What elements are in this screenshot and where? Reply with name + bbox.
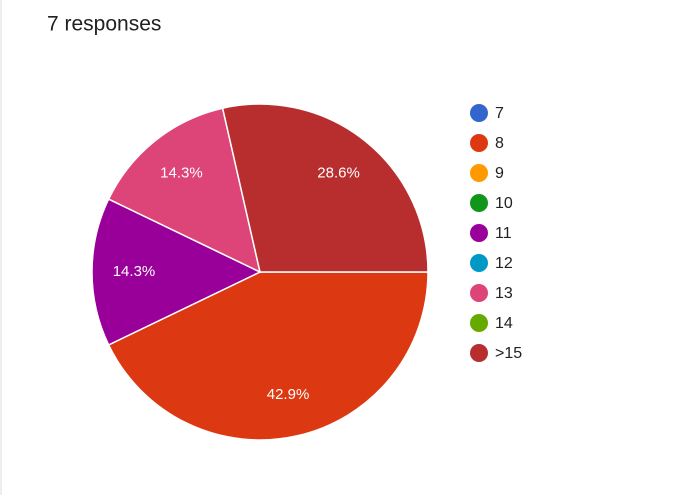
pie-slice: [107, 107, 262, 274]
pie-slice: [91, 198, 262, 346]
data-label: 14.3%: [113, 263, 156, 280]
pie-slice: [107, 271, 429, 441]
legend-label: 7: [495, 105, 504, 122]
data-label: 14.3%: [160, 164, 203, 181]
legend-label: 13: [495, 285, 513, 302]
legend-swatch: [470, 104, 488, 122]
legend-swatch: [470, 254, 488, 272]
legend-swatch: [470, 194, 488, 212]
data-label: 28.6%: [317, 164, 360, 181]
chart-title: 7 responses: [47, 13, 161, 36]
legend-label: 14: [495, 315, 513, 332]
legend-label: 10: [495, 195, 513, 212]
legend-swatch: [470, 314, 488, 332]
legend-label: 11: [495, 225, 512, 242]
pie-slice: [221, 103, 429, 273]
legend-label: 9: [495, 165, 504, 182]
legend-swatch: [470, 344, 488, 362]
legend-swatch: [470, 224, 488, 242]
legend-label: >15: [495, 345, 522, 362]
legend-label: 8: [495, 135, 504, 152]
data-label: 42.9%: [267, 386, 310, 403]
legend-swatch: [470, 134, 488, 152]
legend-label: 12: [495, 255, 513, 272]
legend-swatch: [470, 284, 488, 302]
legend-swatch: [470, 164, 488, 182]
